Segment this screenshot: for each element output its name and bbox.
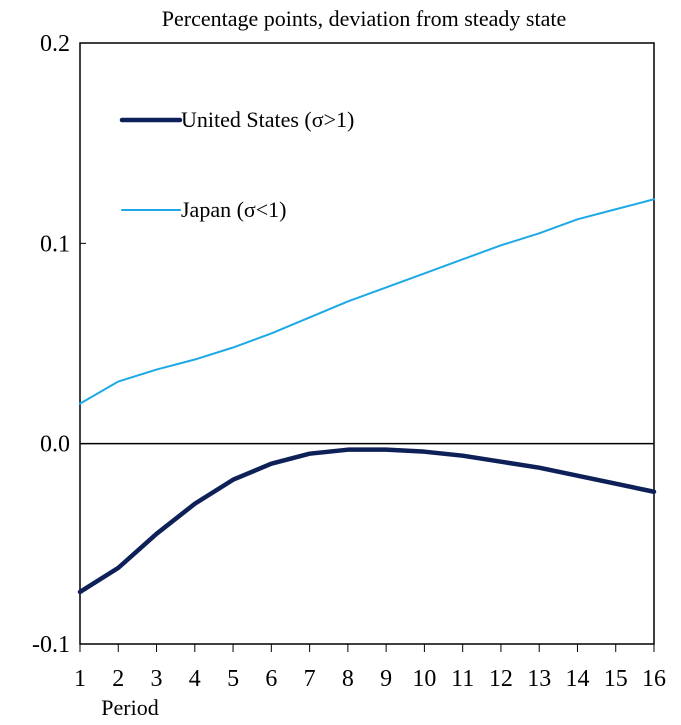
x-tick-label: 1 xyxy=(74,666,86,692)
chart-title: Percentage points, deviation from steady… xyxy=(162,6,566,31)
x-tick-label: 6 xyxy=(265,666,277,692)
x-tick-label: 12 xyxy=(489,666,513,692)
legend-label: United States (σ>1) xyxy=(181,107,354,132)
legend: United States (σ>1) Japan (σ<1) xyxy=(119,107,354,222)
series-line xyxy=(77,447,657,595)
y-tick-label: 0.2 xyxy=(40,31,70,57)
x-tick-label: 4 xyxy=(189,666,201,692)
plot-area xyxy=(79,42,655,645)
x-tick-label: 10 xyxy=(412,666,436,692)
series-lines xyxy=(77,198,657,595)
x-tick-label: 7 xyxy=(304,666,316,692)
y-tick-label: -0.1 xyxy=(32,632,70,658)
x-tick-label: 16 xyxy=(642,666,666,692)
legend-label: Japan (σ<1) xyxy=(181,197,287,222)
y-tick-label: 0.1 xyxy=(40,231,70,257)
x-tick-label: 2 xyxy=(112,666,124,692)
x-tick-label: 8 xyxy=(342,666,354,692)
x-tick-label: 5 xyxy=(227,666,239,692)
x-tick-label: 11 xyxy=(451,666,474,692)
x-tick-label: 13 xyxy=(527,666,551,692)
x-tick-label: 14 xyxy=(565,666,589,692)
x-tick-label: 3 xyxy=(151,666,163,692)
y-axis-tick-labels: -0.1 0.0 0.1 0.2 xyxy=(32,31,86,658)
x-tick-label: 9 xyxy=(380,666,392,692)
x-tick-label: 15 xyxy=(604,666,628,692)
series-line xyxy=(79,198,655,405)
y-tick-label: 0.0 xyxy=(40,432,70,458)
x-axis-tick-labels: 1 2 3 4 5 6 7 8 9 10 11 12 13 14 15 16 xyxy=(74,644,666,692)
x-axis-title: Period xyxy=(101,695,158,720)
